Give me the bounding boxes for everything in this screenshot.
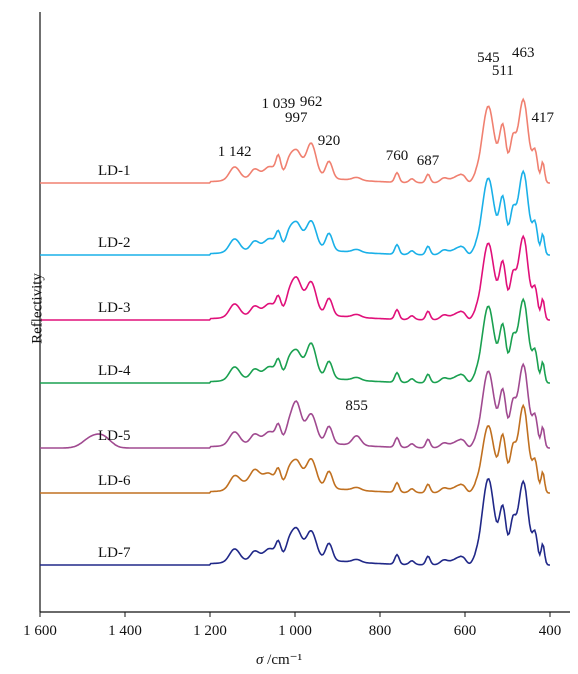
series-label-ld-3: LD-3 [98, 300, 131, 316]
x-axis-unit: /cm⁻¹ [263, 652, 303, 668]
series-labels: LD-1 LD-2 LD-3 LD-4 LD-5 LD-6 LD-7 [98, 163, 131, 561]
series-line-ld-7 [40, 477, 550, 566]
x-ticks: 1 600 1 400 1 200 1 000 800 600 400 [23, 612, 561, 639]
x-tick-label: 600 [454, 623, 477, 639]
series-label-ld-1: LD-1 [98, 163, 131, 179]
peak-label: 760 [386, 148, 409, 164]
series-line-ld-2 [40, 169, 550, 256]
peak-label: 463 [512, 45, 535, 61]
x-tick-label: 1 400 [108, 623, 142, 639]
peak-label: 1 142 [218, 144, 252, 160]
series-line-ld-6 [40, 403, 550, 494]
peak-label: 962 [300, 94, 323, 110]
series-label-ld-6: LD-6 [98, 473, 131, 489]
series-group [40, 97, 550, 566]
y-axis-label: Reflectivity [29, 273, 46, 344]
peak-label: 997 [285, 110, 308, 126]
series-label-ld-5: LD-5 [98, 428, 131, 444]
series-line-ld-4 [40, 297, 550, 384]
peak-label: 1 039 [262, 96, 296, 112]
series-line-ld-1 [40, 97, 550, 184]
x-tick-label: 800 [369, 623, 392, 639]
series-label-ld-2: LD-2 [98, 235, 131, 251]
x-axis-symbol: σ [256, 652, 264, 668]
peak-label: 687 [417, 153, 440, 169]
peak-label: 920 [318, 133, 341, 149]
peak-label: 417 [532, 110, 555, 126]
peak-label: 545 [477, 50, 500, 66]
peak-label: 855 [345, 398, 368, 414]
series-label-ld-7: LD-7 [98, 545, 131, 561]
peak-label: 511 [492, 63, 514, 79]
series-line-ld-5 [40, 362, 550, 449]
x-tick-label: 400 [539, 623, 562, 639]
axes [39, 12, 570, 613]
x-axis-label: σ /cm⁻¹ [256, 650, 302, 669]
x-tick-label: 1 200 [193, 623, 227, 639]
series-line-ld-3 [40, 234, 550, 321]
x-tick-label: 1 600 [23, 623, 57, 639]
x-tick-label: 1 000 [278, 623, 312, 639]
series-label-ld-4: LD-4 [98, 363, 131, 379]
